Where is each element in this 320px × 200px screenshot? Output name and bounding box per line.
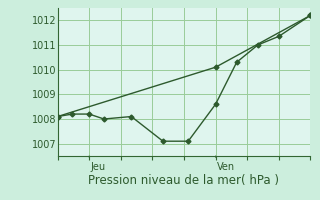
Text: Ven: Ven xyxy=(217,162,235,172)
X-axis label: Pression niveau de la mer( hPa ): Pression niveau de la mer( hPa ) xyxy=(89,174,279,187)
Text: Jeu: Jeu xyxy=(90,162,105,172)
